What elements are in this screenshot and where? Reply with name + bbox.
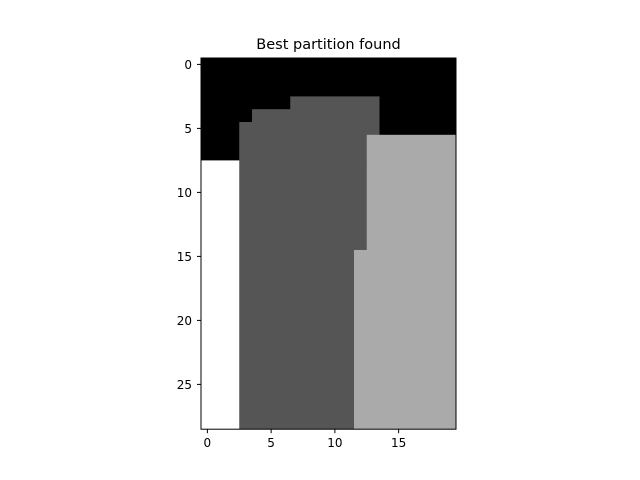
heatmap-cell-block bbox=[379, 109, 457, 123]
heatmap-cell-block bbox=[201, 96, 291, 110]
heatmap-cell-block bbox=[252, 109, 380, 123]
y-tick-label: 5 bbox=[184, 122, 192, 136]
heatmap-cell-block bbox=[366, 160, 457, 251]
y-tick-label: 10 bbox=[177, 186, 192, 200]
heatmap-cell-block bbox=[379, 96, 457, 110]
heatmap-cell-block bbox=[239, 134, 368, 161]
axes-frame bbox=[200, 57, 457, 430]
heatmap-cell-block bbox=[201, 134, 240, 161]
y-tick-label: 25 bbox=[177, 378, 192, 392]
heatmap-cell-block bbox=[354, 250, 457, 430]
heatmap-cell-block bbox=[239, 250, 355, 430]
heatmap-cell-block bbox=[201, 250, 240, 430]
heatmap-cell-block bbox=[366, 134, 457, 161]
chart-title: Best partition found bbox=[256, 37, 400, 53]
heatmap-cell-block bbox=[201, 122, 240, 136]
x-tick-label: 10 bbox=[327, 436, 342, 450]
heatmap-cell-block bbox=[239, 160, 368, 251]
heatmap-cell-block bbox=[379, 122, 457, 136]
heatmap-cell-block bbox=[201, 109, 253, 123]
y-tick-label: 15 bbox=[177, 250, 192, 264]
x-tick-label: 15 bbox=[391, 436, 406, 450]
y-tick-label: 20 bbox=[177, 314, 192, 328]
y-tick-label: 0 bbox=[184, 58, 192, 72]
x-tick-label: 0 bbox=[204, 436, 212, 450]
heatmap-cell-block bbox=[290, 96, 380, 110]
heatmap-cells bbox=[201, 58, 457, 430]
heatmap-cell-block bbox=[201, 160, 240, 251]
heatmap-cell-block bbox=[239, 122, 380, 136]
y-axis-ticks: 0 5 10 15 20 25 bbox=[177, 58, 201, 392]
x-axis-ticks: 0 5 10 15 bbox=[204, 429, 406, 450]
x-tick-label: 5 bbox=[267, 436, 275, 450]
heatmap-cell-block bbox=[201, 58, 457, 97]
